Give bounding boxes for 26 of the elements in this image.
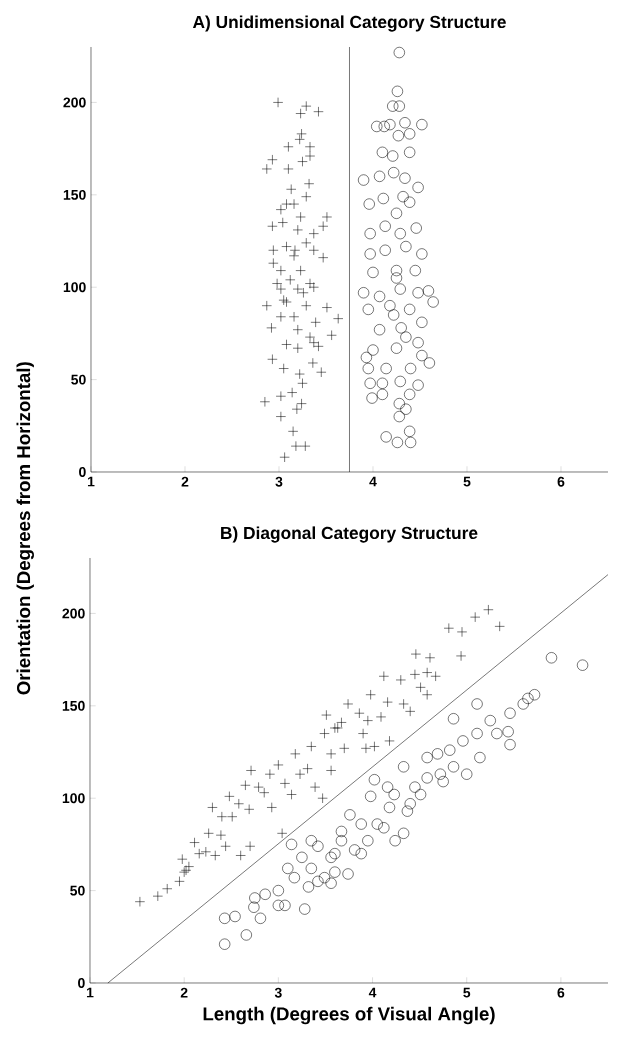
y-tick-label: 100 <box>62 793 85 804</box>
chart-title: B) Diagonal Category Structure <box>221 526 478 543</box>
y-axis-title: Orientation (Degrees from Horizontal) <box>16 362 34 695</box>
y-tick-label: 200 <box>62 608 85 619</box>
x-tick-label: 3 <box>274 987 282 998</box>
x-tick-label: 1 <box>87 476 95 487</box>
y-tick-label: 100 <box>63 282 86 293</box>
x-tick-label: 2 <box>180 987 188 998</box>
x-tick-label: 2 <box>181 476 189 487</box>
y-tick-label: 0 <box>78 978 85 988</box>
x-tick-label: 3 <box>275 476 283 487</box>
y-tick-label: 150 <box>62 700 85 711</box>
x-axis-title: Length (Degrees of Visual Angle) <box>203 1006 495 1025</box>
y-tick-label: 150 <box>63 189 86 200</box>
x-tick-label: 4 <box>368 987 377 998</box>
y-tick-label: 50 <box>71 374 86 385</box>
x-tick-label: 6 <box>557 476 565 487</box>
x-tick-label: 5 <box>463 987 471 998</box>
chart-title: A) Unidimensional Category Structure <box>192 15 506 32</box>
y-tick-label: 0 <box>79 467 86 477</box>
x-tick-label: 1 <box>86 987 94 998</box>
x-tick-label: 5 <box>463 476 471 487</box>
y-tick-label: 50 <box>70 885 85 896</box>
x-tick-label: 4 <box>369 476 377 487</box>
x-tick-label: 6 <box>557 987 565 998</box>
y-tick-label: 200 <box>63 97 86 108</box>
